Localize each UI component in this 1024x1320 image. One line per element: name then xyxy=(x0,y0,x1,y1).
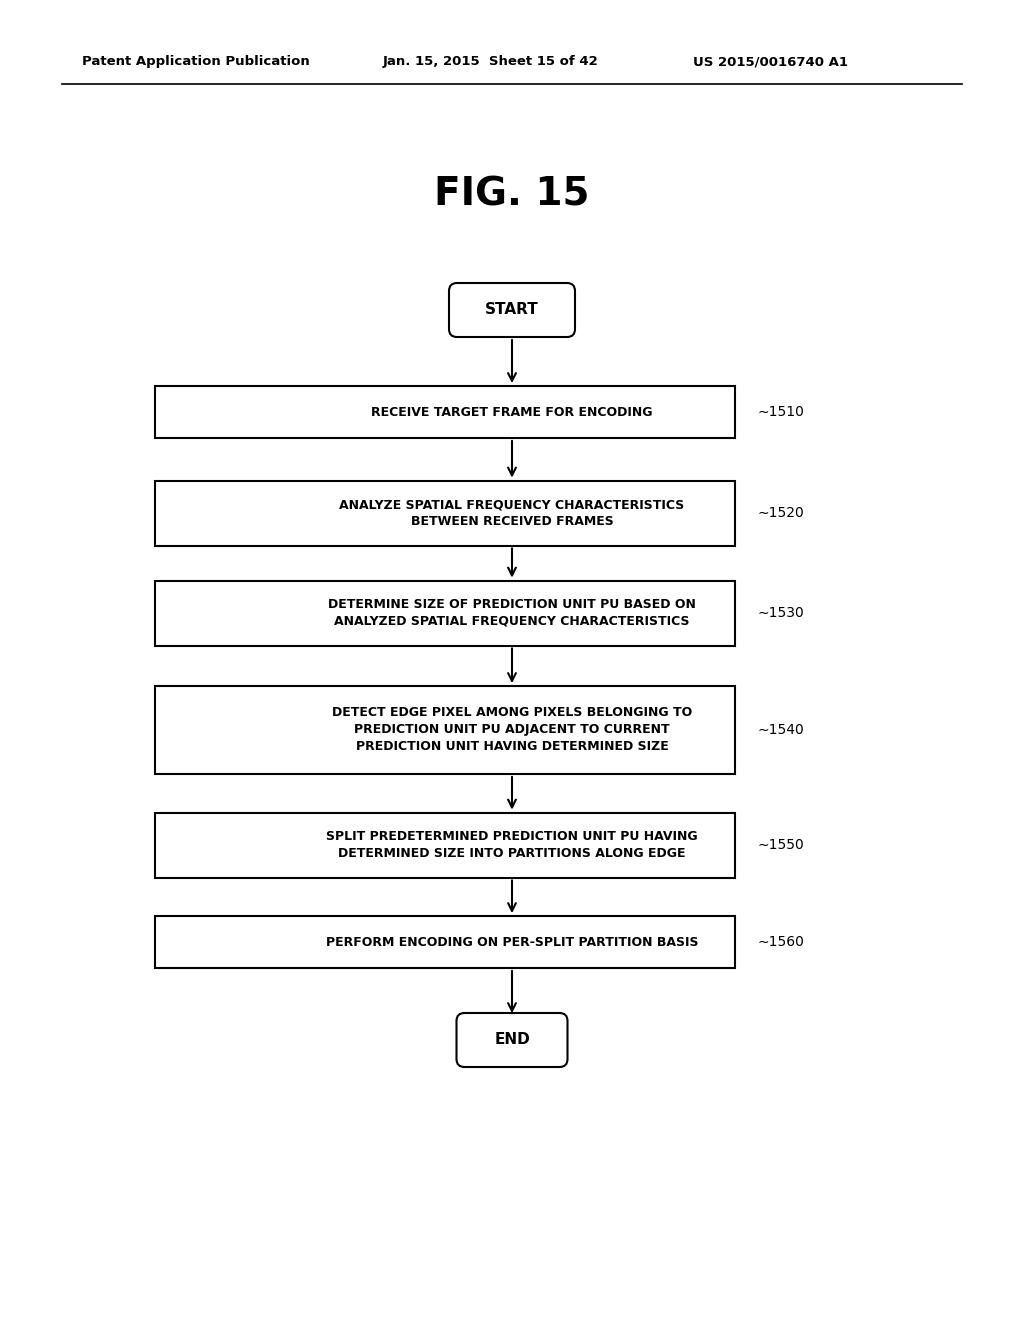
FancyBboxPatch shape xyxy=(155,385,735,438)
Text: ANALYZED SPATIAL FREQUENCY CHARACTERISTICS: ANALYZED SPATIAL FREQUENCY CHARACTERISTI… xyxy=(334,615,690,628)
Text: FIG. 15: FIG. 15 xyxy=(434,176,590,214)
FancyBboxPatch shape xyxy=(155,581,735,645)
Text: ∼1560: ∼1560 xyxy=(758,935,805,949)
FancyBboxPatch shape xyxy=(155,480,735,545)
Text: ∼1520: ∼1520 xyxy=(758,506,805,520)
FancyBboxPatch shape xyxy=(155,686,735,774)
Text: START: START xyxy=(485,302,539,318)
Text: Patent Application Publication: Patent Application Publication xyxy=(82,55,309,69)
Text: PREDICTION UNIT PU ADJACENT TO CURRENT: PREDICTION UNIT PU ADJACENT TO CURRENT xyxy=(354,723,670,737)
Text: ∼1530: ∼1530 xyxy=(758,606,805,620)
FancyBboxPatch shape xyxy=(457,1012,567,1067)
Text: Jan. 15, 2015  Sheet 15 of 42: Jan. 15, 2015 Sheet 15 of 42 xyxy=(383,55,599,69)
Text: US 2015/0016740 A1: US 2015/0016740 A1 xyxy=(693,55,848,69)
Text: ∼1550: ∼1550 xyxy=(758,838,805,851)
Text: PERFORM ENCODING ON PER-SPLIT PARTITION BASIS: PERFORM ENCODING ON PER-SPLIT PARTITION … xyxy=(326,936,698,949)
Text: DETERMINED SIZE INTO PARTITIONS ALONG EDGE: DETERMINED SIZE INTO PARTITIONS ALONG ED… xyxy=(338,847,686,861)
FancyBboxPatch shape xyxy=(155,813,735,878)
Text: BETWEEN RECEIVED FRAMES: BETWEEN RECEIVED FRAMES xyxy=(411,515,613,528)
Text: DETERMINE SIZE OF PREDICTION UNIT PU BASED ON: DETERMINE SIZE OF PREDICTION UNIT PU BAS… xyxy=(328,598,696,611)
Text: DETECT EDGE PIXEL AMONG PIXELS BELONGING TO: DETECT EDGE PIXEL AMONG PIXELS BELONGING… xyxy=(332,706,692,719)
Text: END: END xyxy=(495,1032,529,1048)
FancyBboxPatch shape xyxy=(155,916,735,968)
Text: ∼1510: ∼1510 xyxy=(758,405,805,418)
Text: ANALYZE SPATIAL FREQUENCY CHARACTERISTICS: ANALYZE SPATIAL FREQUENCY CHARACTERISTIC… xyxy=(339,498,685,511)
FancyBboxPatch shape xyxy=(449,282,575,337)
Text: SPLIT PREDETERMINED PREDICTION UNIT PU HAVING: SPLIT PREDETERMINED PREDICTION UNIT PU H… xyxy=(327,830,697,843)
Text: PREDICTION UNIT HAVING DETERMINED SIZE: PREDICTION UNIT HAVING DETERMINED SIZE xyxy=(355,741,669,754)
Text: ∼1540: ∼1540 xyxy=(758,723,805,737)
Text: RECEIVE TARGET FRAME FOR ENCODING: RECEIVE TARGET FRAME FOR ENCODING xyxy=(372,405,652,418)
